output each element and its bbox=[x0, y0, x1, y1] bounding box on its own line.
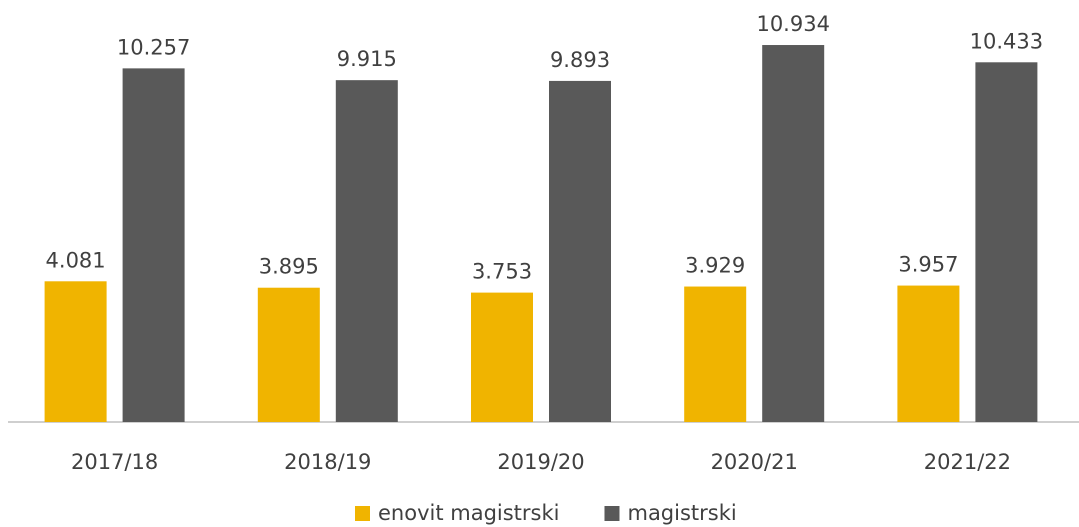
legend-label: magistrski bbox=[627, 501, 736, 525]
x-tick-label: 2021/22 bbox=[924, 450, 1011, 474]
bar bbox=[975, 62, 1038, 422]
bar bbox=[122, 68, 185, 422]
value-label: 9.915 bbox=[337, 47, 397, 71]
bar bbox=[335, 80, 398, 423]
bar bbox=[684, 286, 747, 422]
legend-label: enovit magistrski bbox=[378, 501, 559, 525]
x-tick-label: 2019/20 bbox=[497, 450, 584, 474]
bar bbox=[257, 287, 320, 422]
value-label: 10.257 bbox=[117, 35, 190, 59]
bar bbox=[762, 45, 825, 422]
value-label: 3.895 bbox=[259, 255, 319, 279]
x-tick-label: 2017/18 bbox=[71, 450, 158, 474]
legend-swatch bbox=[355, 506, 370, 521]
value-label: 4.081 bbox=[46, 248, 106, 272]
value-label: 3.957 bbox=[898, 253, 958, 277]
bar bbox=[549, 80, 611, 422]
legend-swatch bbox=[604, 506, 620, 521]
value-label: 3.753 bbox=[472, 260, 532, 284]
bar bbox=[44, 281, 107, 422]
x-tick-label: 2018/19 bbox=[284, 450, 371, 474]
bar bbox=[897, 285, 960, 422]
value-label: 9.893 bbox=[550, 48, 610, 72]
value-label: 3.929 bbox=[685, 254, 745, 278]
bar bbox=[471, 292, 533, 422]
x-tick-label: 2020/21 bbox=[711, 450, 798, 474]
value-label: 10.934 bbox=[756, 12, 829, 36]
value-label: 10.433 bbox=[970, 29, 1043, 53]
